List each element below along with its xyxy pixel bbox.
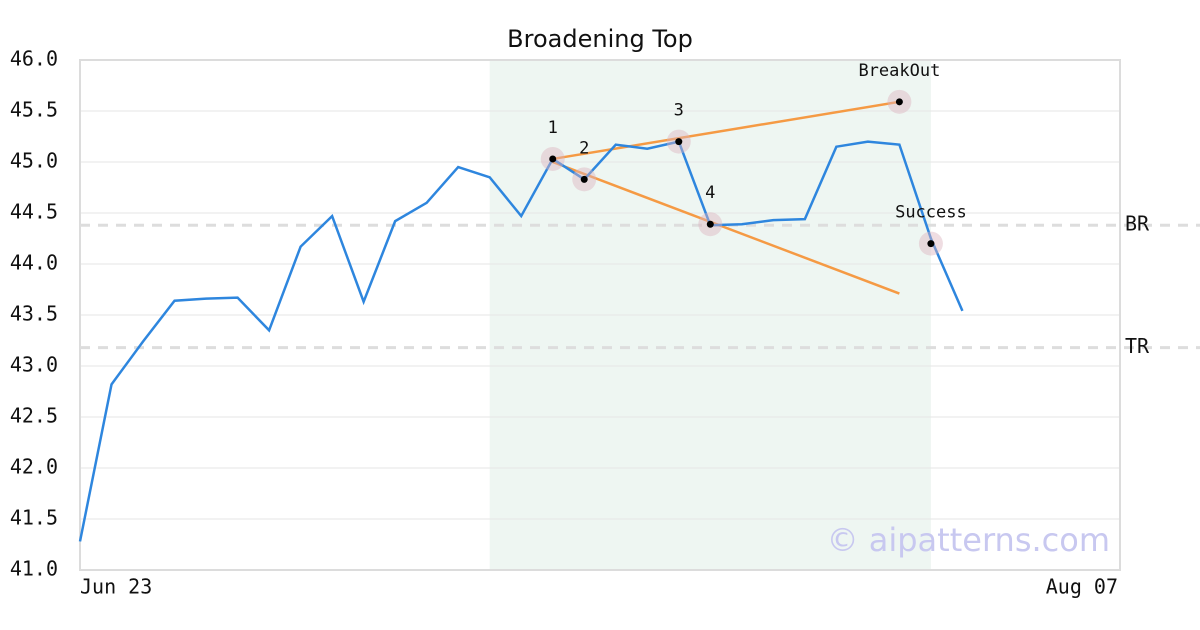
- y-tick-label: 43.0: [10, 353, 58, 377]
- y-tick-label: 41.0: [10, 557, 58, 581]
- annotation-point: [706, 220, 714, 228]
- watermark: © aipatterns.com: [827, 521, 1110, 559]
- x-tick-label: Aug 07: [1046, 575, 1118, 599]
- y-tick-label: 46.0: [10, 47, 58, 71]
- price-line: [78, 140, 964, 542]
- y-tick-label: 44.5: [10, 200, 58, 224]
- annotation-label: BreakOut: [858, 61, 940, 81]
- y-tick-label: 42.0: [10, 455, 58, 479]
- annotation-label: 1: [548, 118, 558, 138]
- annotation-point: [549, 155, 557, 163]
- chart-title: Broadening Top: [507, 25, 693, 53]
- y-tick-label: 45.5: [10, 98, 58, 122]
- x-tick-label: Jun 23: [80, 575, 152, 599]
- y-tick-label: 42.5: [10, 404, 58, 428]
- level-label: TR: [1125, 334, 1150, 358]
- y-tick-label: 43.5: [10, 302, 58, 326]
- annotation-point: [895, 98, 903, 106]
- y-tick-label: 44.0: [10, 251, 58, 275]
- y-tick-label: 45.0: [10, 149, 58, 173]
- annotation-point: [580, 175, 588, 183]
- trend-line: [552, 160, 900, 295]
- annotation-label: 3: [674, 101, 684, 121]
- annotation-label: 4: [705, 183, 715, 203]
- y-tick-label: 41.5: [10, 506, 58, 530]
- level-label: BR: [1125, 212, 1150, 236]
- plot-border: [79, 59, 1121, 571]
- annotation-label: Success: [895, 203, 967, 223]
- annotation-point: [927, 240, 935, 248]
- annotation-point: [675, 138, 683, 146]
- annotation-label: 2: [579, 138, 589, 158]
